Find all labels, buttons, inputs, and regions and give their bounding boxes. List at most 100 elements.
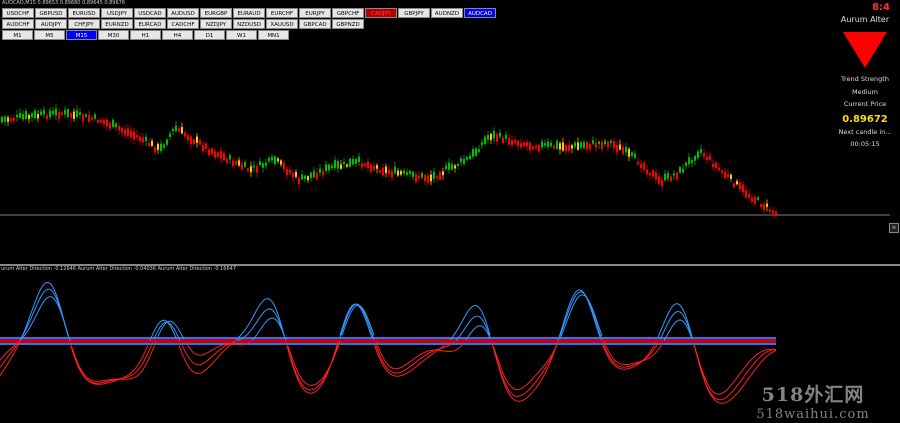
candle-body xyxy=(16,114,18,118)
pair-button-eurnzd[interactable]: EURNZD xyxy=(101,19,133,29)
oscillator-segment xyxy=(341,304,375,336)
candle-body xyxy=(337,160,339,169)
candle-body xyxy=(661,179,663,187)
candle-body xyxy=(697,151,699,158)
candle-body xyxy=(100,119,102,123)
oscillator-segment xyxy=(235,298,285,341)
candle-body xyxy=(484,136,486,145)
pair-button-audjpy[interactable]: AUDJPY xyxy=(35,19,67,29)
pair-button-eurgbp[interactable]: EURGBP xyxy=(200,8,232,18)
candle-body xyxy=(235,161,237,165)
candle-body xyxy=(226,158,228,163)
candle-body xyxy=(349,158,351,167)
candle-body xyxy=(127,128,129,137)
candle-body xyxy=(289,170,291,174)
oscillator-segment xyxy=(375,340,465,370)
indicator-label: urum Alter Direction -0.12646 Aurum Alte… xyxy=(1,266,237,272)
candle-body xyxy=(685,162,687,166)
candle-body xyxy=(718,167,720,171)
pair-button-audnzd[interactable]: AUDNZD xyxy=(431,8,463,18)
candle-body xyxy=(136,135,138,138)
pair-button-usdchf[interactable]: USDCHF xyxy=(2,8,34,18)
candle-body xyxy=(682,168,684,173)
level-bands xyxy=(0,337,776,345)
candle-body xyxy=(7,117,9,122)
candle-body xyxy=(76,110,78,118)
oscillator-segment xyxy=(0,342,19,368)
candle-body xyxy=(373,165,375,170)
oscillator-segment xyxy=(157,320,185,340)
candle-body xyxy=(499,132,501,137)
timeframe-button-m30[interactable]: M30 xyxy=(98,30,129,40)
pair-button-euraud[interactable]: EURAUD xyxy=(233,8,265,18)
timeframe-button-m1[interactable]: M1 xyxy=(2,30,33,40)
pair-button-audusd[interactable]: AUDUSD xyxy=(167,8,199,18)
pair-button-audchf[interactable]: AUDCHF xyxy=(2,19,34,29)
pair-button-eurchf[interactable]: EURCHF xyxy=(266,8,298,18)
pair-button-gbpusd[interactable]: GBPUSD xyxy=(35,8,67,18)
pair-button-audcad[interactable]: AUDCAD xyxy=(464,8,496,18)
candle-body xyxy=(292,172,294,178)
candle-body xyxy=(556,141,558,149)
candle-body xyxy=(406,172,408,175)
pair-button-chfjpy[interactable]: CHFJPY xyxy=(68,19,100,29)
candle-body xyxy=(694,156,696,161)
candle-body xyxy=(496,134,498,142)
timeframe-button-w1[interactable]: W1 xyxy=(226,30,257,40)
chart-shift-icon[interactable]: ≡ xyxy=(889,223,899,233)
oscillator-segment xyxy=(237,308,285,341)
candle-body xyxy=(280,160,282,165)
timeframe-button-h1[interactable]: H1 xyxy=(130,30,161,40)
timeframe-button-m15[interactable]: M15 xyxy=(66,30,97,40)
candle-body xyxy=(589,143,591,150)
candle-body xyxy=(79,112,81,116)
candle-body xyxy=(481,142,483,146)
candle-body xyxy=(73,111,75,119)
timeframe-button-d1[interactable]: D1 xyxy=(194,30,225,40)
candle-body xyxy=(442,171,444,176)
candle-body xyxy=(490,133,492,141)
pair-button-cadjpy[interactable]: CADJPY xyxy=(365,8,397,18)
pair-button-usdjpy[interactable]: USDJPY xyxy=(101,8,133,18)
candle-body xyxy=(334,160,336,168)
window-separator[interactable] xyxy=(0,264,900,266)
candle-body xyxy=(559,143,561,150)
candle-body xyxy=(568,144,570,152)
candle-body xyxy=(622,146,624,155)
pair-button-gbpcad[interactable]: GBPCAD xyxy=(299,19,331,29)
candle-body xyxy=(52,110,54,115)
candle-body xyxy=(598,141,600,145)
pair-button-xauusd[interactable]: XAUUSD xyxy=(266,19,298,29)
candle-body xyxy=(277,158,279,162)
candle-body xyxy=(181,126,183,134)
candle-body xyxy=(445,165,447,170)
oscillator-segment xyxy=(149,319,177,341)
pair-button-eurcad[interactable]: EURCAD xyxy=(134,19,166,29)
pair-button-nzdjpy[interactable]: NZDJPY xyxy=(200,19,232,29)
candle-body xyxy=(601,141,603,149)
oscillator-chart[interactable] xyxy=(0,266,900,423)
pair-button-gbpjpy[interactable]: GBPJPY xyxy=(398,8,430,18)
pair-button-eurjpy[interactable]: EURJPY xyxy=(299,8,331,18)
candle-body xyxy=(547,141,549,147)
timeframe-button-mn1[interactable]: MN1 xyxy=(258,30,289,40)
info-panel: 8:4 Aurum Alter Trend Strength Medium Cu… xyxy=(830,0,900,160)
candle-body xyxy=(34,110,36,119)
pair-button-usdcad[interactable]: USDCAD xyxy=(134,8,166,18)
pair-button-cadchf[interactable]: CADCHF xyxy=(167,19,199,29)
candle-body xyxy=(49,110,51,118)
pair-button-gbpnzd[interactable]: GBPNZD xyxy=(332,19,364,29)
timeframe-button-h4[interactable]: H4 xyxy=(162,30,193,40)
candle-body xyxy=(304,175,306,180)
pair-button-nzdusd[interactable]: NZDUSD xyxy=(233,19,265,29)
oscillator-segment xyxy=(657,303,693,338)
timeframe-buttons: M1 M5 M15 M30 H1 H4 D1 W1 MN1 xyxy=(2,30,289,40)
pair-button-eurusd[interactable]: EURUSD xyxy=(68,8,100,18)
timeframe-button-m5[interactable]: M5 xyxy=(34,30,65,40)
candle-body xyxy=(202,145,204,151)
pair-button-gbpchf[interactable]: GBPCHF xyxy=(332,8,364,18)
candle-body xyxy=(265,162,267,166)
candle-body xyxy=(511,140,513,146)
candle-body xyxy=(208,149,210,155)
candle-body xyxy=(727,174,729,178)
